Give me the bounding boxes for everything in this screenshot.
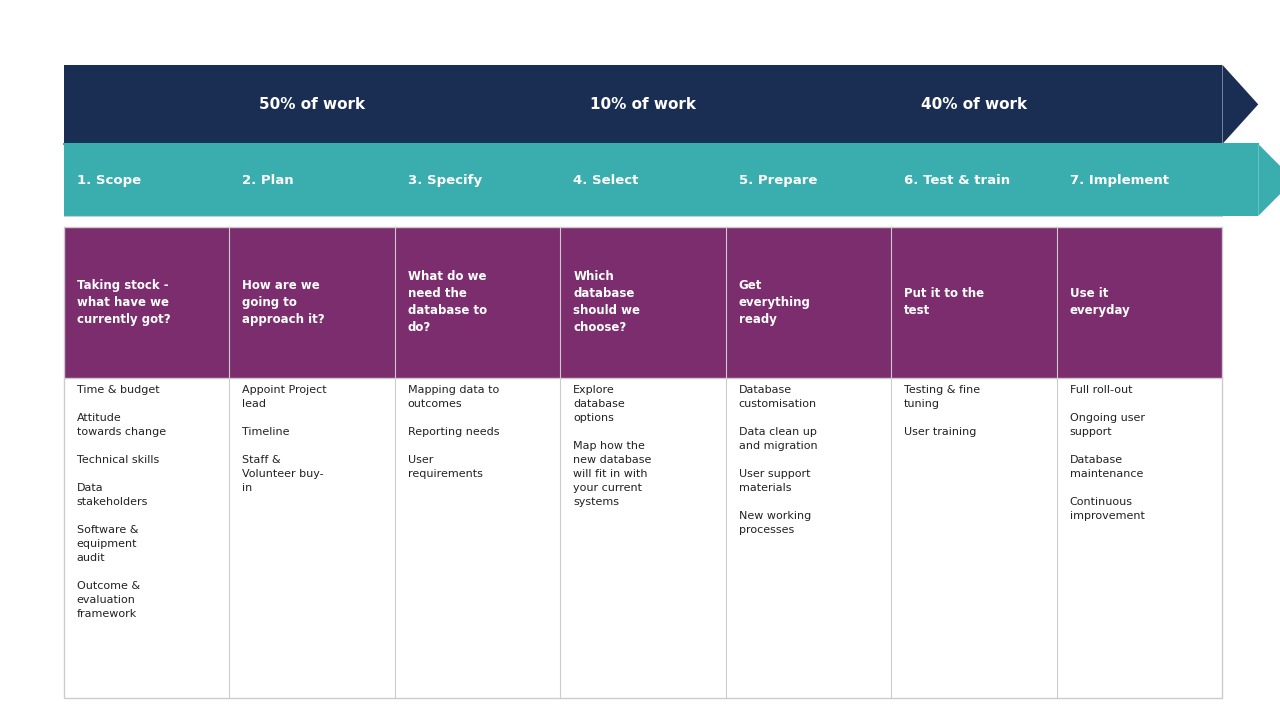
Text: Full roll-out

Ongoing user
support

Database
maintenance

Continuous
improvemen: Full roll-out Ongoing user support Datab… <box>1070 385 1144 521</box>
Text: Database
customisation

Data clean up
and migration

User support
materials

New: Database customisation Data clean up and… <box>739 385 818 535</box>
Text: Time & budget

Attitude
towards change

Technical skills

Data
stakeholders

Sof: Time & budget Attitude towards change Te… <box>77 385 166 619</box>
Text: How are we
going to
approach it?: How are we going to approach it? <box>242 279 325 326</box>
Text: Put it to the
test: Put it to the test <box>904 287 984 318</box>
Text: Taking stock -
what have we
currently got?: Taking stock - what have we currently go… <box>77 279 170 326</box>
Text: 40% of work: 40% of work <box>922 97 1028 112</box>
Text: Appoint Project
lead

Timeline

Staff &
Volunteer buy-
in: Appoint Project lead Timeline Staff & Vo… <box>242 385 326 493</box>
Text: Mapping data to
outcomes

Reporting needs

User
requirements: Mapping data to outcomes Reporting needs… <box>408 385 499 480</box>
Text: 5. Prepare: 5. Prepare <box>739 174 817 186</box>
Text: Get
everything
ready: Get everything ready <box>739 279 810 326</box>
Text: 6. Test & train: 6. Test & train <box>904 174 1010 186</box>
Text: Testing & fine
tuning

User training: Testing & fine tuning User training <box>904 385 980 437</box>
Text: Use it
everyday: Use it everyday <box>1070 287 1130 318</box>
Text: Explore
database
options

Map how the
new database
will fit in with
your current: Explore database options Map how the new… <box>573 385 652 507</box>
Text: 10% of work: 10% of work <box>590 97 696 112</box>
Text: 4. Select: 4. Select <box>573 174 639 186</box>
Polygon shape <box>1258 144 1280 216</box>
Bar <box>64 144 1258 216</box>
Text: 3. Specify: 3. Specify <box>408 174 481 186</box>
Text: What do we
need the
database to
do?: What do we need the database to do? <box>408 271 486 334</box>
Text: 7. Implement: 7. Implement <box>1070 174 1169 186</box>
Bar <box>64 65 1222 144</box>
Polygon shape <box>1222 65 1258 144</box>
Text: Which
database
should we
choose?: Which database should we choose? <box>573 271 640 334</box>
Bar <box>64 378 1222 698</box>
Bar <box>64 227 1222 378</box>
Text: 2. Plan: 2. Plan <box>242 174 294 186</box>
Bar <box>64 227 1222 698</box>
Text: 1. Scope: 1. Scope <box>77 174 141 186</box>
Text: 50% of work: 50% of work <box>259 97 365 112</box>
